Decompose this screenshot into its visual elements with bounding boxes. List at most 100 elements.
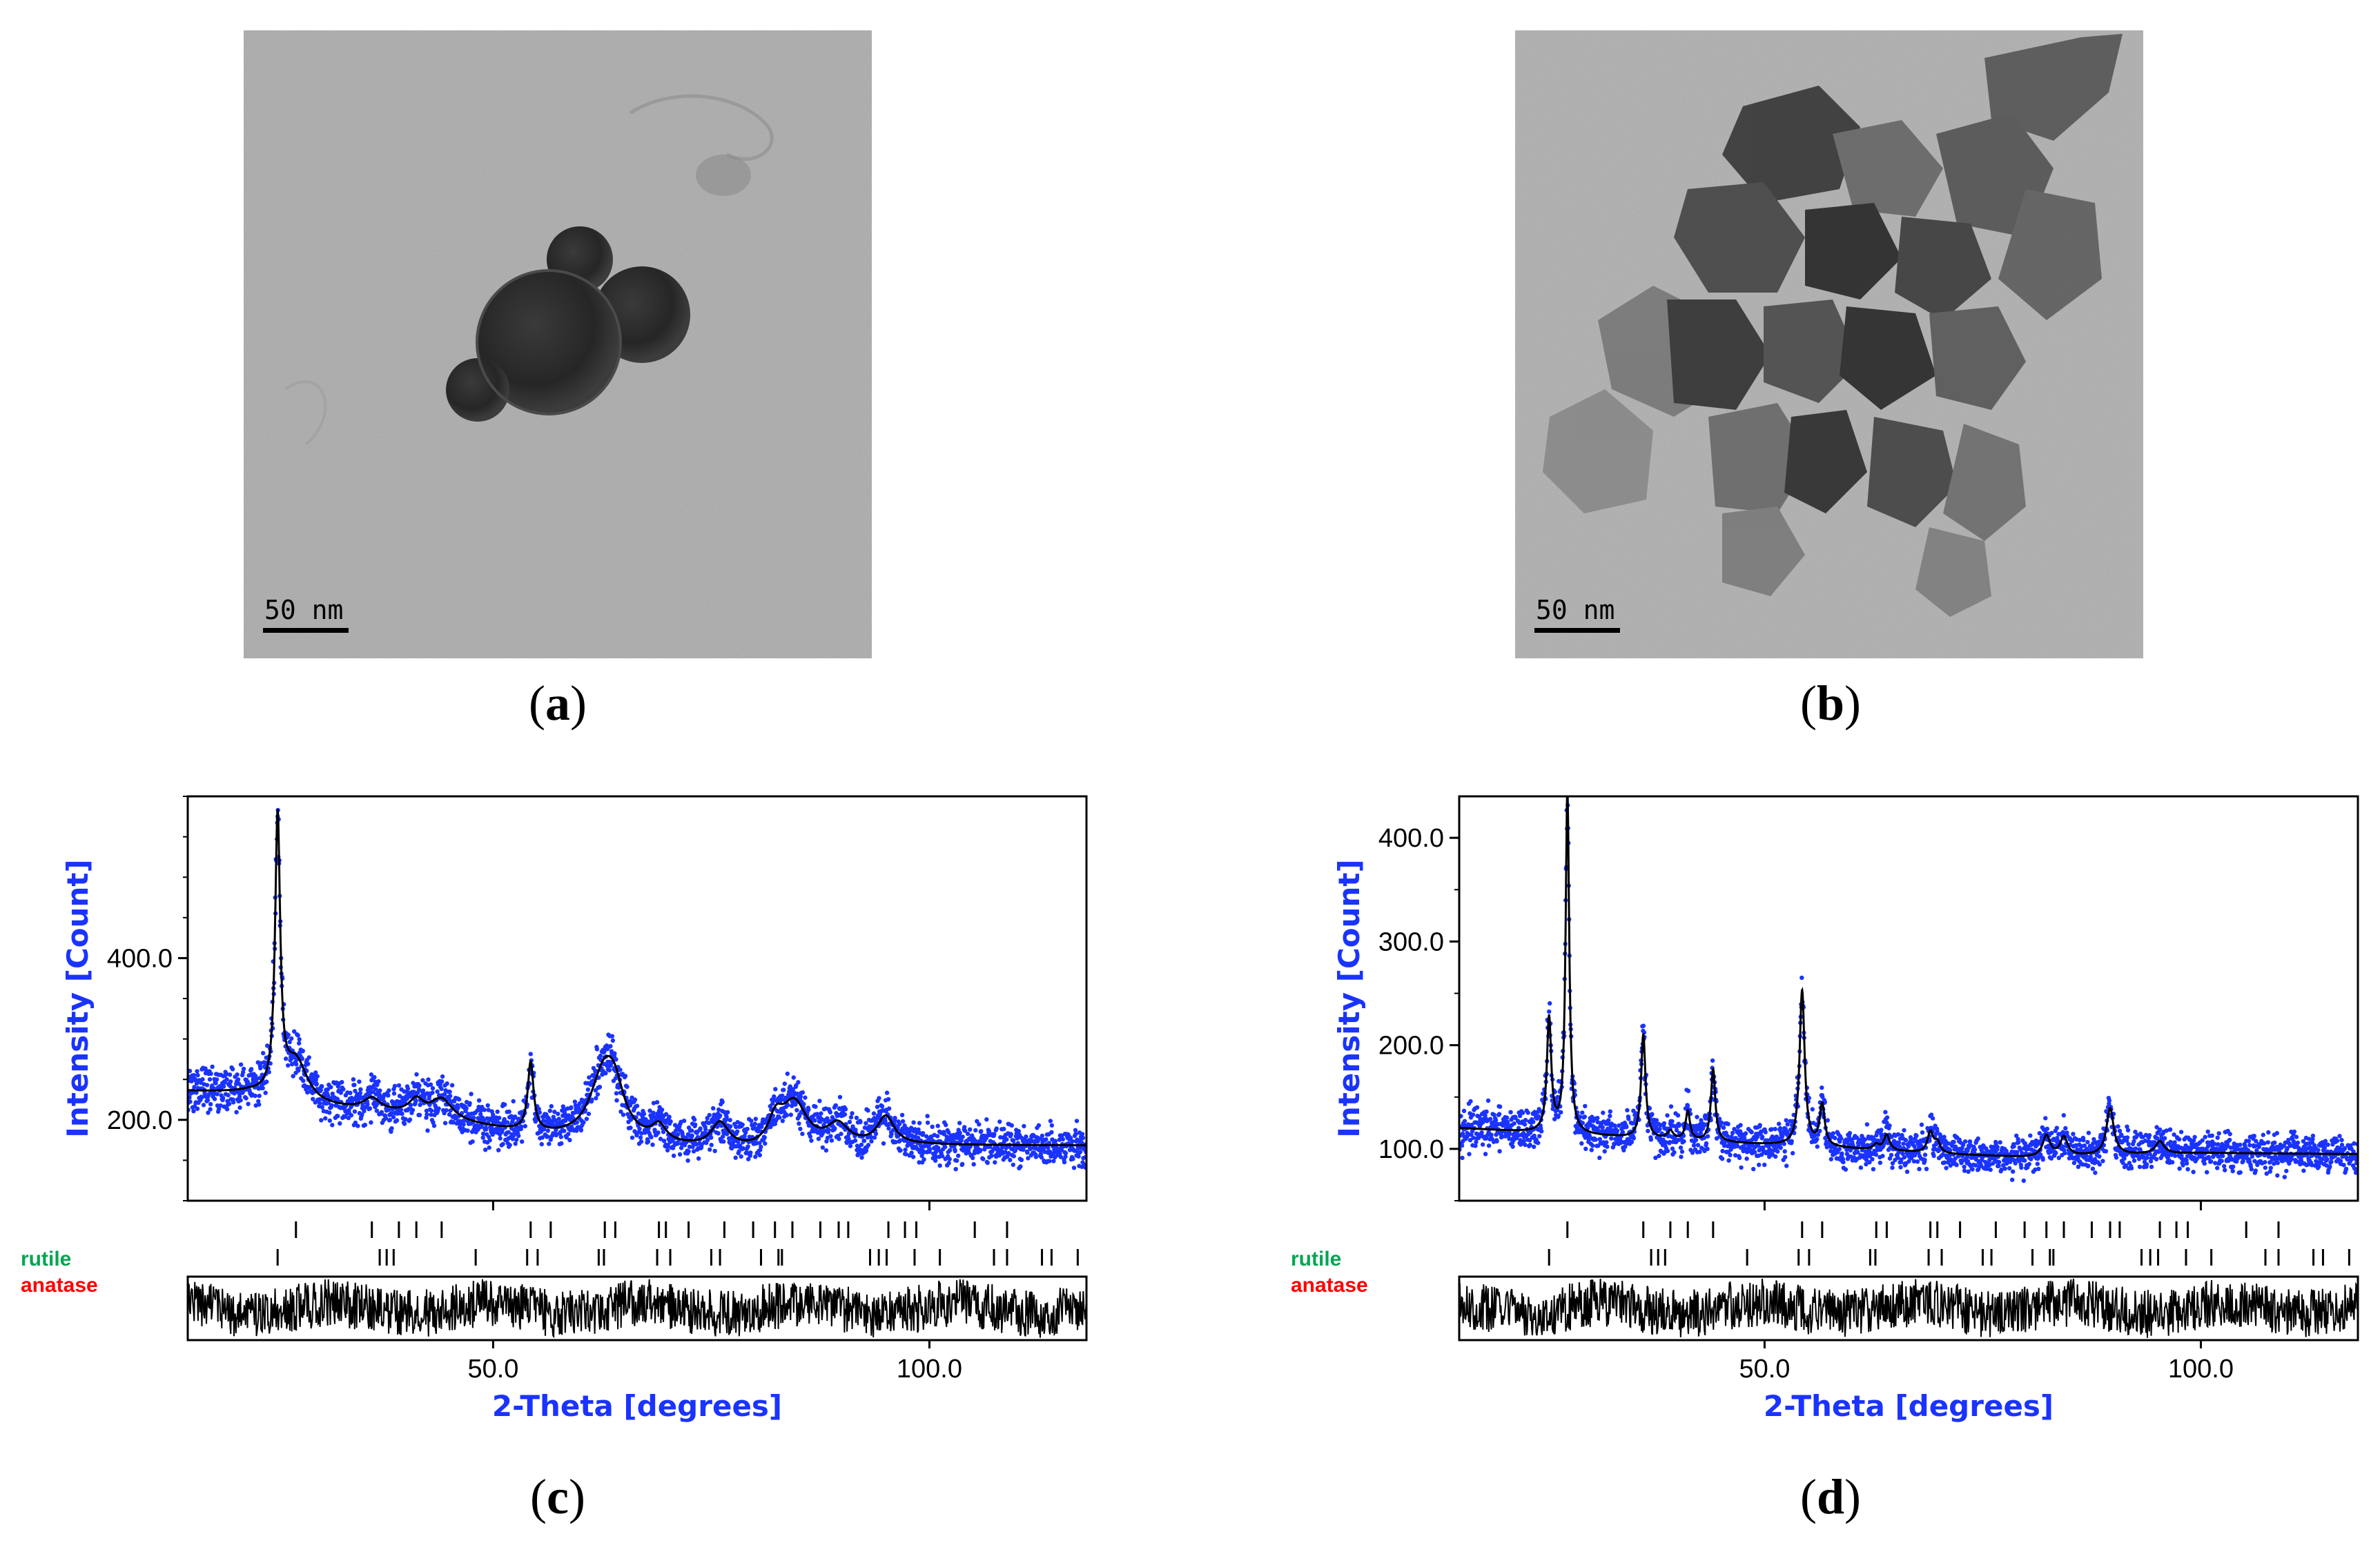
observed-point bbox=[221, 1084, 226, 1089]
observed-point bbox=[681, 1119, 687, 1123]
observed-point bbox=[1737, 1155, 1742, 1161]
observed-point bbox=[712, 1148, 717, 1154]
observed-point bbox=[200, 1077, 205, 1082]
observed-point bbox=[319, 1118, 324, 1123]
observed-point bbox=[2018, 1147, 2023, 1152]
observed-point bbox=[1725, 1134, 1730, 1139]
observed-point bbox=[595, 1092, 601, 1097]
observed-point bbox=[975, 1119, 979, 1123]
observed-point bbox=[1833, 1135, 1837, 1141]
observed-point bbox=[1493, 1118, 1499, 1123]
observed-point bbox=[1773, 1154, 1778, 1159]
observed-point bbox=[1698, 1130, 1704, 1136]
observed-point bbox=[866, 1108, 870, 1113]
observed-point bbox=[2033, 1167, 2038, 1172]
observed-point bbox=[1904, 1169, 1910, 1175]
observed-point bbox=[447, 1089, 452, 1094]
observed-point bbox=[957, 1130, 962, 1135]
observed-point bbox=[1862, 1137, 1868, 1142]
observed-point bbox=[1884, 1115, 1890, 1120]
observed-point bbox=[1625, 1108, 1630, 1113]
observed-point bbox=[757, 1152, 763, 1158]
observed-point bbox=[411, 1090, 417, 1094]
observed-point bbox=[1641, 1030, 1647, 1035]
observed-point bbox=[1970, 1167, 1975, 1172]
observed-point bbox=[1782, 1149, 1787, 1154]
observed-point bbox=[1528, 1142, 1532, 1148]
observed-point bbox=[429, 1108, 434, 1113]
observed-point bbox=[759, 1144, 763, 1150]
observed-point bbox=[1955, 1154, 1961, 1159]
observed-point bbox=[587, 1075, 592, 1080]
observed-point bbox=[614, 1057, 618, 1062]
observed-point bbox=[1552, 1117, 1557, 1121]
observed-point bbox=[1604, 1140, 1609, 1145]
observed-point bbox=[877, 1112, 883, 1117]
observed-point bbox=[464, 1106, 469, 1111]
observed-point bbox=[355, 1123, 360, 1128]
observed-point bbox=[491, 1112, 496, 1117]
observed-point bbox=[574, 1120, 580, 1125]
observed-point bbox=[1743, 1131, 1748, 1136]
observed-point bbox=[1048, 1119, 1053, 1123]
observed-point bbox=[692, 1122, 698, 1127]
observed-point bbox=[1942, 1160, 1947, 1165]
observed-point bbox=[195, 1106, 200, 1111]
observed-point bbox=[2028, 1133, 2033, 1138]
observed-point bbox=[1998, 1140, 2002, 1145]
observed-point bbox=[798, 1094, 803, 1099]
observed-point bbox=[621, 1112, 626, 1117]
observed-point bbox=[2176, 1137, 2182, 1142]
observed-point bbox=[208, 1107, 213, 1112]
observed-point bbox=[864, 1121, 868, 1126]
observed-point bbox=[2211, 1154, 2216, 1159]
observed-point bbox=[910, 1154, 916, 1159]
observed-point bbox=[925, 1114, 930, 1119]
observed-point bbox=[369, 1072, 374, 1077]
observed-point bbox=[658, 1137, 663, 1141]
observed-point bbox=[1871, 1167, 1876, 1172]
observed-point bbox=[1009, 1123, 1015, 1128]
observed-point bbox=[2253, 1143, 2258, 1148]
observed-point bbox=[2223, 1168, 2227, 1172]
observed-point bbox=[1953, 1156, 1958, 1161]
observed-point bbox=[300, 1048, 305, 1054]
observed-point bbox=[426, 1077, 431, 1082]
observed-point bbox=[420, 1078, 425, 1083]
observed-point bbox=[734, 1124, 739, 1130]
observed-point bbox=[966, 1131, 970, 1137]
observed-point bbox=[1670, 1146, 1675, 1151]
observed-point bbox=[342, 1114, 348, 1119]
observed-point bbox=[378, 1088, 382, 1093]
observed-point bbox=[1922, 1152, 1928, 1157]
observed-point bbox=[1815, 1132, 1820, 1137]
observed-point bbox=[1073, 1132, 1078, 1137]
observed-point bbox=[320, 1105, 324, 1110]
observed-point bbox=[1822, 1100, 1827, 1105]
observed-point bbox=[1608, 1114, 1612, 1119]
observed-point bbox=[403, 1117, 408, 1122]
observed-point bbox=[1522, 1122, 1528, 1127]
observed-point bbox=[879, 1104, 885, 1109]
observed-point bbox=[1470, 1112, 1476, 1117]
observed-point bbox=[780, 1119, 786, 1123]
observed-point bbox=[387, 1117, 393, 1123]
observed-point bbox=[1964, 1154, 1970, 1160]
observed-point bbox=[2010, 1177, 2015, 1182]
observed-point bbox=[1763, 1130, 1768, 1134]
observed-point bbox=[645, 1139, 651, 1144]
observed-point bbox=[558, 1134, 563, 1139]
observed-point bbox=[812, 1118, 817, 1123]
observed-point bbox=[2137, 1164, 2143, 1170]
observed-points bbox=[188, 807, 1086, 1172]
observed-point bbox=[1057, 1151, 1062, 1156]
observed-point bbox=[549, 1103, 554, 1109]
observed-point bbox=[458, 1119, 463, 1124]
observed-point bbox=[1044, 1137, 1048, 1142]
observed-point bbox=[451, 1120, 456, 1125]
observed-point bbox=[2126, 1141, 2131, 1146]
observed-point bbox=[2185, 1167, 2190, 1172]
observed-point bbox=[743, 1130, 748, 1135]
observed-point bbox=[671, 1153, 676, 1158]
observed-point bbox=[373, 1087, 378, 1092]
